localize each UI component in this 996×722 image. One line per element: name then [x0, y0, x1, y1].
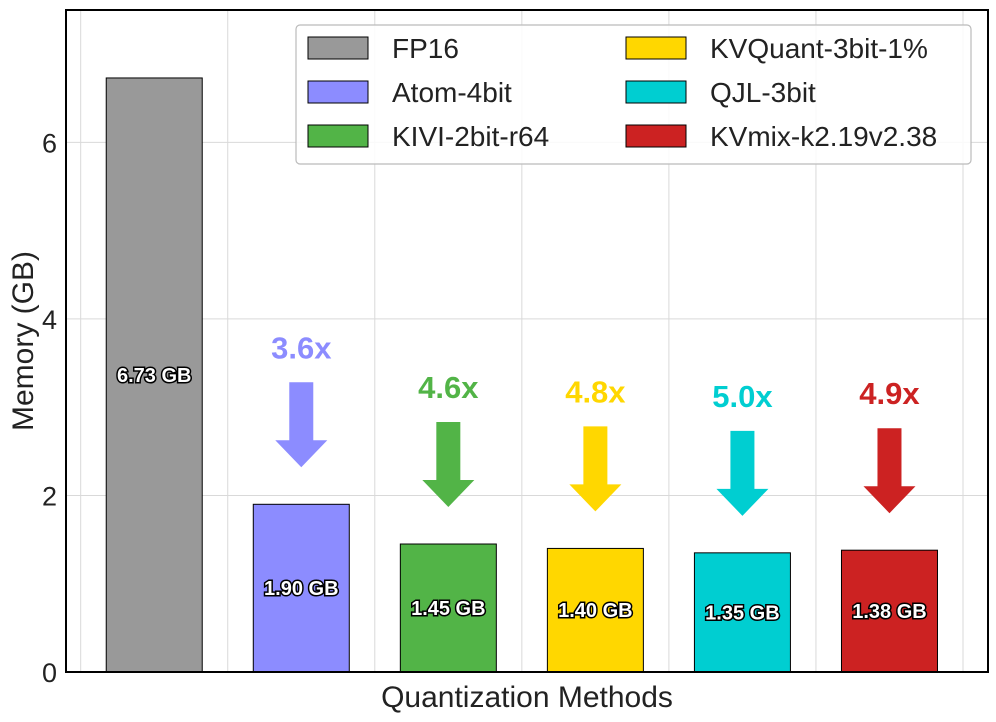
legend-label: KVmix-k2.19v2.38	[710, 121, 937, 152]
x-axis-title: Quantization Methods	[381, 681, 673, 714]
reduction-factor-label: 3.6x	[271, 330, 332, 365]
legend-swatch	[625, 124, 687, 148]
bar-kivi-2bit-r64	[399, 543, 497, 673]
bar-value-label: 6.73 GB	[117, 365, 191, 387]
down-arrow-icon	[863, 428, 916, 514]
reduction-factor-label: 4.9x	[859, 376, 920, 411]
y-tick-label: 0	[42, 658, 57, 688]
y-tick-label: 6	[42, 128, 57, 158]
legend-swatch	[307, 80, 369, 104]
bars-group: 6.73 GB 1.90 GB 1.45 GB 1.40 GB 1.35 GB 1.38 …	[105, 77, 938, 673]
reduction-factor-label: 4.6x	[418, 370, 479, 405]
legend-label: KVQuant-3bit-1%	[710, 33, 928, 64]
y-tick-label: 4	[42, 305, 57, 335]
legend: FP16 Atom-4bit KIVI-2bit-r64 KVQuant-3bit-1…	[295, 24, 972, 165]
y-axis-title: Memory (GB)	[7, 251, 40, 431]
bar-value-label: 1.40 GB	[558, 600, 632, 622]
bar-fp16	[105, 77, 203, 673]
down-arrow-icon	[275, 382, 328, 468]
bar-value-label: 1.35 GB	[705, 602, 779, 624]
legend-swatch	[625, 80, 687, 104]
reduction-factor-label: 4.8x	[565, 374, 626, 409]
y-axis-ticks: 0 2 4 6	[42, 128, 57, 688]
bar-value-label: 1.90 GB	[264, 578, 338, 600]
down-arrow-icon	[422, 422, 475, 508]
y-tick-label: 2	[42, 481, 57, 511]
legend-swatch	[307, 36, 369, 60]
reduction-arrows-group: 3.6x 4.6x 4.8x 5.0x 4.9x	[271, 330, 920, 516]
down-arrow-icon	[569, 426, 622, 512]
legend-label: FP16	[392, 33, 459, 64]
bar-value-label: 1.38 GB	[852, 601, 926, 623]
legend-swatch	[307, 124, 369, 148]
bar-value-label: 1.45 GB	[411, 598, 485, 620]
bar-atom-4bit	[252, 503, 350, 673]
down-arrow-icon	[716, 430, 769, 516]
legend-label: KIVI-2bit-r64	[392, 121, 549, 152]
legend-label: Atom-4bit	[392, 77, 512, 108]
legend-label: QJL-3bit	[710, 77, 816, 108]
bar-qjl-3bit	[693, 552, 791, 673]
legend-swatch	[625, 36, 687, 60]
plot-frame	[65, 9, 989, 673]
bar-kvquant-3bit-1-	[546, 547, 644, 673]
reduction-factor-label: 5.0x	[712, 379, 773, 414]
